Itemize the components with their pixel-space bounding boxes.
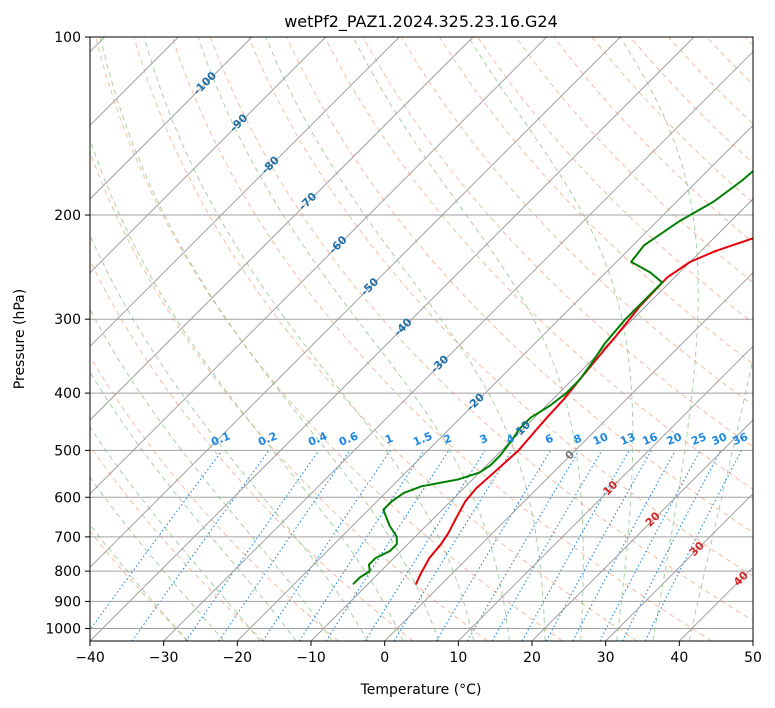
- x-tick-label: 10: [449, 650, 467, 666]
- x-tick-label: 30: [597, 650, 615, 666]
- mixing-ratio-lines: [90, 450, 742, 641]
- moist-adiabat-line: [90, 371, 297, 641]
- moist-adiabat-line: [99, 37, 439, 641]
- mixing-ratio-line: [298, 450, 425, 641]
- y-tick-label: 500: [54, 443, 81, 459]
- isotherm-line: [90, 37, 621, 569]
- dry-adiabat-line: [171, 37, 712, 641]
- axes: −40 −30 −20 −10 0 10 20 30 40 50 100 200 300 400 500 60…: [45, 30, 762, 666]
- moist-adiabat-line: [143, 37, 475, 641]
- isotherm-line: [90, 37, 327, 274]
- dry-adiabat-line: [209, 37, 753, 622]
- mixing-ratio-line: [325, 450, 450, 641]
- isotherm-line: [236, 124, 753, 641]
- mixing-ratio-line: [90, 450, 223, 631]
- dry-adiabat-line: [515, 37, 753, 284]
- mixing-ratio-line: [621, 450, 722, 641]
- y-tick-label: 300: [54, 312, 81, 328]
- dry-adiabat-line: [90, 150, 488, 641]
- mixing-ratio-line: [572, 450, 677, 641]
- moist-adiabat-line: [265, 37, 546, 641]
- x-tick-label: −40: [75, 650, 105, 666]
- x-axis-label: Temperature (°C): [360, 682, 482, 698]
- dry-adiabat-line: [95, 37, 563, 641]
- mixing-ratio-label: 36: [731, 430, 750, 448]
- isotherm-line: [163, 50, 753, 641]
- plot-frame: [89, 36, 754, 642]
- y-tick-label: 900: [54, 594, 81, 610]
- mixing-ratio-label: 13: [618, 430, 637, 448]
- dry-adiabat-line: [133, 37, 638, 641]
- y-tick-label: 600: [54, 490, 81, 506]
- isotherm-line: [384, 271, 753, 641]
- mixing-ratio-line: [218, 450, 351, 641]
- dry-adiabat-line: [248, 37, 753, 577]
- isotherm-line: [90, 37, 695, 641]
- y-axis-label: Pressure (hPa): [12, 289, 28, 389]
- isotherm-line: [90, 37, 253, 200]
- mixing-ratio-label: 16: [640, 430, 659, 448]
- mixing-ratio-label: 10: [591, 430, 610, 448]
- mixing-ratio-line: [545, 450, 652, 641]
- chart-title: wetPf2_PAZ1.2024.325.23.16.G24: [284, 12, 558, 32]
- mixing-ratio-line: [262, 450, 391, 641]
- x-tick-label: 40: [670, 650, 688, 666]
- isotherm-line: [605, 492, 753, 641]
- x-tick-label: −30: [149, 650, 179, 666]
- x-tick-label: −20: [223, 650, 253, 666]
- x-tick-label: 50: [744, 650, 762, 666]
- isotherm-line: [457, 345, 753, 641]
- moist-adiabat-line: [619, 37, 699, 641]
- x-tick-label: 20: [523, 650, 541, 666]
- mixing-ratio-label: 8: [572, 432, 584, 447]
- dry-adiabat-line: [400, 37, 753, 406]
- x-tick-label: 0: [380, 650, 389, 666]
- plot-area: [90, 37, 753, 641]
- y-tick-label: 100: [54, 30, 81, 46]
- mixing-ratio-line: [521, 450, 630, 641]
- moist-adiabat-line: [90, 476, 225, 641]
- y-tick-label: 400: [54, 386, 81, 402]
- dry-adiabats: [90, 37, 753, 641]
- temperature-profile-line: [415, 237, 753, 585]
- moist-adiabat-line: [90, 426, 261, 641]
- dewpoint-profile-line: [352, 169, 753, 585]
- isotherm-line: [90, 37, 548, 495]
- dry-adiabat-line: [90, 530, 190, 641]
- dry-adiabat-line: [438, 37, 753, 365]
- y-tick-label: 1000: [45, 621, 81, 637]
- mixing-ratio-label: 25: [689, 430, 708, 448]
- isotherm-line: [531, 419, 753, 641]
- isotherm-line: [90, 37, 400, 348]
- y-tick-label: 200: [54, 208, 81, 224]
- moist-adiabat-line: [352, 37, 584, 641]
- mixing-ratio-label: 20: [665, 430, 684, 448]
- mixing-ratio-line: [393, 450, 513, 641]
- dry-adiabat-line: [90, 444, 264, 641]
- dry-adiabat-line: [90, 355, 339, 641]
- moist-adiabat-line: [90, 137, 404, 641]
- mixing-ratio-line: [185, 450, 320, 641]
- isotherm-line: [90, 37, 474, 421]
- x-tick-label: −10: [296, 650, 326, 666]
- moist-adiabat-line: [90, 234, 369, 641]
- mixing-ratio-label: 30: [710, 430, 729, 448]
- moist-adiabat-line: [90, 523, 188, 641]
- mixing-ratio-label: 1: [383, 432, 395, 447]
- mixing-ratio-line: [644, 450, 742, 641]
- mixing-ratio-label: 3: [478, 432, 490, 447]
- mixing-ratio-label: 2: [442, 432, 454, 447]
- y-tick-label: 800: [54, 564, 81, 580]
- pressure-gridlines: [90, 37, 753, 629]
- y-tick-label: 700: [54, 530, 81, 546]
